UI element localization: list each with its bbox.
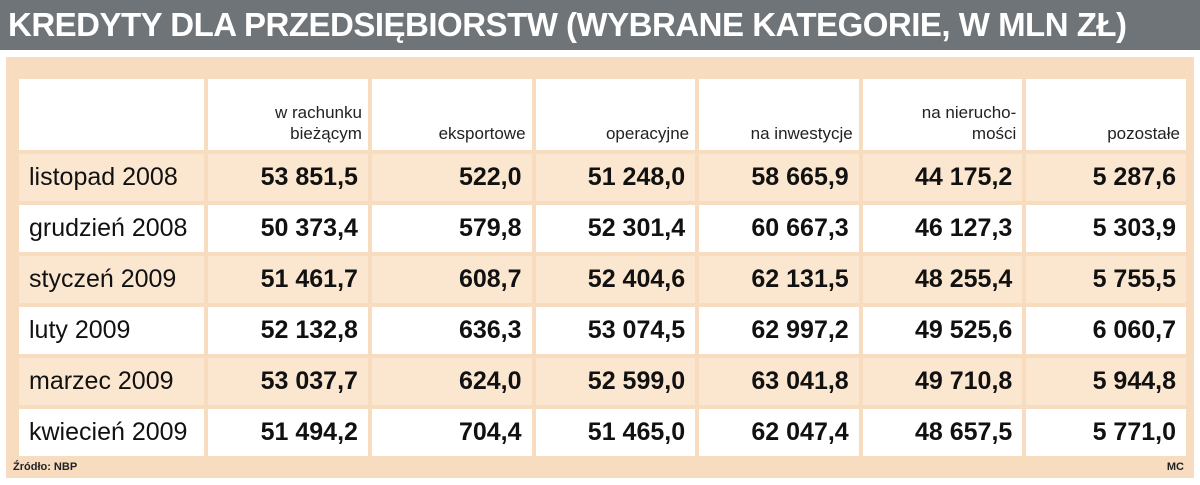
column-header: na inwestycje <box>699 79 859 150</box>
table-cell: 51 465,0 <box>535 409 696 456</box>
table-row: grudzień 2008 50 373,4 579,8 52 301,4 60… <box>19 205 1186 252</box>
table-cell: 52 132,8 <box>208 307 368 354</box>
table-cell: 51 494,2 <box>208 409 368 456</box>
table-cell: 48 255,4 <box>862 256 1023 303</box>
column-header: w rachunku bieżącym <box>208 79 368 150</box>
row-label: luty 2009 <box>19 307 205 354</box>
table-cell: 5 303,9 <box>1026 205 1186 252</box>
table-row: kwiecień 2009 51 494,2 704,4 51 465,0 62… <box>19 409 1186 456</box>
row-label: styczeń 2009 <box>19 256 205 303</box>
table-cell: 52 301,4 <box>535 205 696 252</box>
column-header: pozostałe <box>1026 79 1186 150</box>
table-cell: 62 997,2 <box>699 307 859 354</box>
column-header: eksportowe <box>371 79 532 150</box>
table-cell: 44 175,2 <box>862 154 1023 201</box>
table-cell: 49 710,8 <box>862 358 1023 405</box>
table-header: w rachunku bieżącym eksportowe operacyjn… <box>19 79 1186 150</box>
row-label: listopad 2008 <box>19 154 205 201</box>
column-header: na nierucho- mości <box>862 79 1023 150</box>
table-cell: 5 944,8 <box>1026 358 1186 405</box>
table-cell: 50 373,4 <box>208 205 368 252</box>
table-cell: 60 667,3 <box>699 205 859 252</box>
table-cell: 53 851,5 <box>208 154 368 201</box>
row-label: grudzień 2008 <box>19 205 205 252</box>
table-cell: 51 248,0 <box>535 154 696 201</box>
table-cell: 704,4 <box>371 409 532 456</box>
table-cell: 48 657,5 <box>862 409 1023 456</box>
table-row: listopad 2008 53 851,5 522,0 51 248,0 58… <box>19 154 1186 201</box>
title-bar: KREDYTY DLA PRZEDSIĘBIORSTW (WYBRANE KAT… <box>0 0 1200 50</box>
table-cell: 52 599,0 <box>535 358 696 405</box>
data-table: w rachunku bieżącym eksportowe operacyjn… <box>15 75 1190 460</box>
table-cell: 6 060,7 <box>1026 307 1186 354</box>
table-cell: 5 771,0 <box>1026 409 1186 456</box>
row-label: marzec 2009 <box>19 358 205 405</box>
header-corner <box>19 79 205 150</box>
table-cell: 624,0 <box>371 358 532 405</box>
table-cell: 608,7 <box>371 256 532 303</box>
table-cell: 63 041,8 <box>699 358 859 405</box>
table-cell: 5 755,5 <box>1026 256 1186 303</box>
table-row: marzec 2009 53 037,7 624,0 52 599,0 63 0… <box>19 358 1186 405</box>
table-cell: 62 047,4 <box>699 409 859 456</box>
row-label: kwiecień 2009 <box>19 409 205 456</box>
source-note: Źródło: NBP <box>13 461 78 473</box>
table-cell: 52 404,6 <box>535 256 696 303</box>
table-cell: 51 461,7 <box>208 256 368 303</box>
table-cell: 62 131,5 <box>699 256 859 303</box>
table-cell: 53 037,7 <box>208 358 368 405</box>
table-row: luty 2009 52 132,8 636,3 53 074,5 62 997… <box>19 307 1186 354</box>
table-cell: 636,3 <box>371 307 532 354</box>
table-cell: 49 525,6 <box>862 307 1023 354</box>
author-initials: MC <box>1166 461 1184 473</box>
table-cell: 58 665,9 <box>699 154 859 201</box>
table-cell: 522,0 <box>371 154 532 201</box>
table-cell: 46 127,3 <box>862 205 1023 252</box>
column-header: operacyjne <box>535 79 696 150</box>
table-cell: 53 074,5 <box>535 307 696 354</box>
table-row: styczeń 2009 51 461,7 608,7 52 404,6 62 … <box>19 256 1186 303</box>
table-cell: 5 287,6 <box>1026 154 1186 201</box>
table-cell: 579,8 <box>371 205 532 252</box>
page-title: KREDYTY DLA PRZEDSIĘBIORSTW (WYBRANE KAT… <box>8 6 1127 43</box>
